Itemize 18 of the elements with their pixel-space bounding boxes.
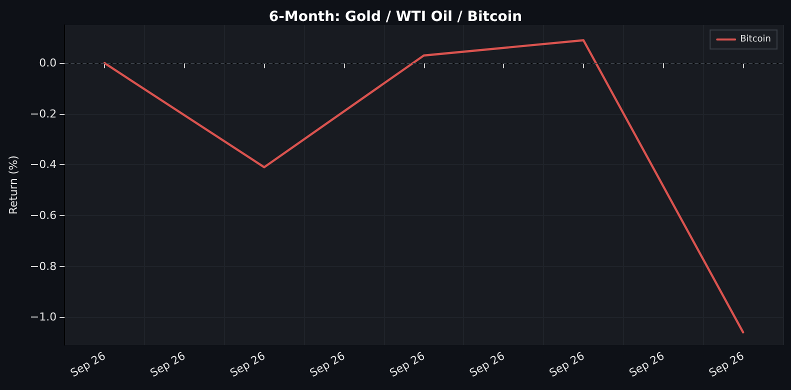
y-tick-label: −1.0 bbox=[30, 310, 57, 324]
legend-label: Bitcoin bbox=[740, 34, 772, 44]
x-tick-label: Sep 26 bbox=[308, 349, 348, 380]
y-tick-label: 0.0 bbox=[39, 56, 57, 70]
y-tick-label: −0.2 bbox=[30, 107, 57, 120]
y-tick-label: −0.4 bbox=[30, 158, 57, 172]
x-tick-label: Sep 26 bbox=[228, 349, 268, 380]
x-tick-label: Sep 26 bbox=[388, 349, 428, 380]
x-tick-label: Sep 26 bbox=[706, 349, 746, 380]
chart-title: 6-Month: Gold / WTI Oil / Bitcoin bbox=[268, 9, 522, 25]
x-tick-label: Sep 26 bbox=[68, 349, 108, 380]
x-tick-label: Sep 26 bbox=[467, 349, 507, 380]
x-tick-label: Sep 26 bbox=[148, 349, 188, 380]
y-tick-label: −0.8 bbox=[30, 260, 57, 273]
y-axis-title: Return (%) bbox=[7, 155, 20, 215]
x-tick-label: Sep 26 bbox=[547, 349, 587, 380]
x-tick-label: Sep 26 bbox=[626, 349, 667, 380]
y-tick-label: −0.6 bbox=[30, 208, 57, 222]
